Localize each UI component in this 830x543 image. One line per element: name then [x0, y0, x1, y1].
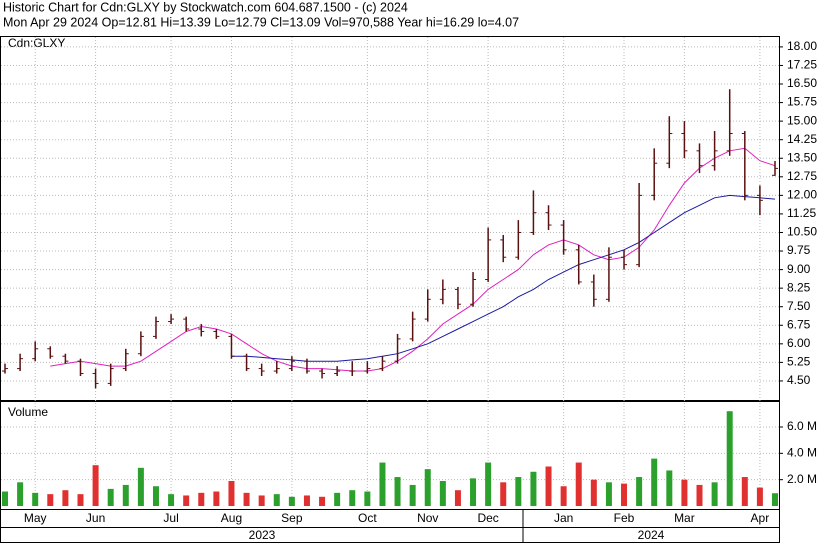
volume-bar — [62, 490, 69, 506]
volume-bar — [439, 480, 446, 506]
volume-bar — [213, 491, 220, 506]
x-tick-label: Sep — [281, 511, 303, 525]
header-quote: Mon Apr 29 2024 Op=12.81 Hi=13.39 Lo=12.… — [3, 15, 519, 29]
volume-bar — [273, 494, 280, 506]
x-tick-label: Aug — [221, 511, 242, 525]
volume-bar — [364, 491, 371, 506]
volume-bar — [228, 480, 235, 506]
volume-bar — [530, 471, 537, 506]
volume-bar — [2, 491, 8, 506]
volume-bar — [168, 494, 175, 506]
y-tick-label: 8.25 — [787, 280, 811, 294]
volume-bar — [17, 482, 24, 506]
y-tick-label: 9.00 — [787, 262, 811, 276]
volume-bar — [756, 487, 763, 506]
volume-bar — [485, 462, 492, 506]
volume-bar — [77, 494, 84, 506]
price-label: Cdn:GLXY — [8, 36, 65, 50]
volume-bar — [545, 466, 552, 506]
y-tick-label: 6.00 — [787, 336, 811, 350]
y-tick-label: 4.50 — [787, 373, 811, 387]
moving-average — [50, 147, 776, 372]
moving-average — [231, 194, 776, 362]
year-label: 2024 — [638, 528, 665, 542]
volume-bar — [183, 495, 190, 506]
x-tick-label: Jul — [163, 511, 178, 525]
volume-bar — [741, 477, 748, 506]
volume-bar — [107, 488, 114, 506]
header-title: Historic Chart for Cdn:GLXY by Stockwatc… — [3, 0, 408, 14]
y-tick-label: 6.75 — [787, 317, 811, 331]
y-tick-label: 17.25 — [787, 58, 817, 72]
y-tick-label: 2.0 M — [787, 472, 817, 486]
volume-bar — [696, 484, 703, 506]
volume-bar — [454, 490, 461, 506]
x-tick-label: May — [24, 511, 47, 525]
volume-bar — [137, 467, 144, 506]
volume-bar — [198, 492, 205, 506]
price-panel — [0, 36, 780, 401]
volume-bar — [500, 482, 507, 506]
x-tick-label: Mar — [674, 511, 695, 525]
y-tick-label: 12.75 — [787, 169, 817, 183]
y-tick-label: 13.50 — [787, 150, 817, 164]
volume-bar — [288, 496, 295, 506]
volume-bar — [666, 470, 673, 506]
y-tick-label: 7.50 — [787, 299, 811, 313]
volume-bar — [394, 477, 401, 506]
y-tick-label: 12.00 — [787, 188, 817, 202]
volume-bar — [303, 495, 310, 506]
volume-bar — [651, 458, 658, 506]
volume-bar — [122, 484, 129, 506]
volume-bar — [379, 462, 386, 506]
volume-bar — [560, 486, 567, 506]
volume-bar — [243, 492, 250, 506]
volume-bar — [409, 484, 416, 506]
y-tick-label: 18.00 — [787, 39, 817, 53]
volume-bar — [772, 493, 778, 506]
year-label: 2023 — [249, 528, 276, 542]
y-tick-label: 14.25 — [787, 132, 817, 146]
y-tick-label: 4.0 M — [787, 446, 817, 460]
x-tick-label: Nov — [417, 511, 438, 525]
y-tick-label: 10.50 — [787, 225, 817, 239]
volume-bar — [152, 486, 159, 506]
y-tick-label: 16.50 — [787, 76, 817, 90]
volume-bar — [711, 482, 718, 506]
x-tick-label: Dec — [477, 511, 498, 525]
volume-bar — [258, 495, 265, 506]
x-tick-label: Oct — [358, 511, 377, 525]
volume-bar — [605, 482, 612, 506]
y-tick-label: 6.0 M — [787, 419, 817, 433]
volume-bar — [636, 477, 643, 506]
volume-bar — [92, 465, 99, 506]
y-tick-label: 5.25 — [787, 355, 811, 369]
volume-bar — [590, 479, 597, 506]
volume-bar — [334, 492, 341, 506]
volume-bar — [515, 477, 522, 506]
x-tick-label: Jun — [86, 511, 105, 525]
volume-bar — [32, 492, 39, 506]
volume-bar — [621, 483, 628, 506]
volume-bar — [575, 462, 582, 506]
x-tick-label: Feb — [614, 511, 635, 525]
volume-bar — [470, 478, 477, 506]
y-tick-label: 15.75 — [787, 95, 817, 109]
y-tick-label: 11.25 — [787, 206, 816, 220]
volume-bar — [424, 469, 431, 506]
x-tick-label: Jan — [554, 511, 573, 525]
y-tick-label: 15.00 — [787, 113, 817, 127]
y-tick-label: 9.75 — [787, 243, 811, 257]
volume-bar — [681, 479, 688, 506]
x-tick-label: Apr — [751, 511, 770, 525]
volume-bar — [349, 490, 356, 506]
volume-bar — [47, 494, 54, 506]
volume-label: Volume — [8, 405, 48, 419]
volume-bar — [726, 411, 733, 506]
volume-bar — [319, 496, 326, 506]
